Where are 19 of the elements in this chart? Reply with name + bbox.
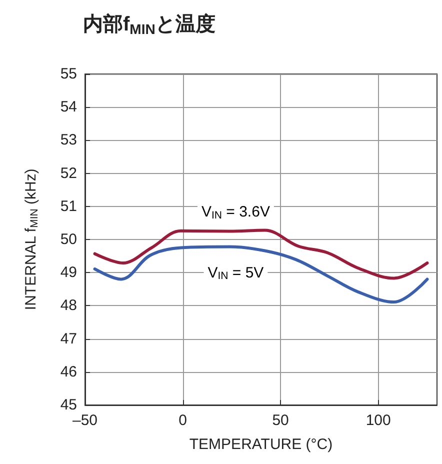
y-tick-label: 51 — [60, 198, 77, 215]
x-tick-label: 50 — [272, 412, 289, 429]
y-tick-label: 53 — [60, 132, 77, 149]
line-series — [93, 228, 429, 280]
x-tick-label: 100 — [366, 412, 391, 429]
y-tick-label: 55 — [60, 66, 77, 82]
x-axis-title: TEMPERATURE (°C) — [189, 436, 333, 453]
y-tick-label: 50 — [60, 231, 77, 248]
y-axis-title: INTERNAL fMIN (kHz) — [22, 168, 40, 310]
y-tick-label: 49 — [60, 264, 77, 282]
x-tick-label: 0 — [178, 412, 187, 429]
y-tick-label: 54 — [60, 98, 77, 116]
y-tick-label: 47 — [60, 330, 77, 348]
x-tick-label: –50 — [72, 412, 98, 429]
y-tick-label: 46 — [60, 363, 77, 380]
line-series — [93, 245, 429, 304]
y-tick-label: 45 — [60, 396, 77, 414]
y-tick-label: 52 — [60, 164, 77, 182]
y-tick-label: 48 — [60, 297, 77, 314]
